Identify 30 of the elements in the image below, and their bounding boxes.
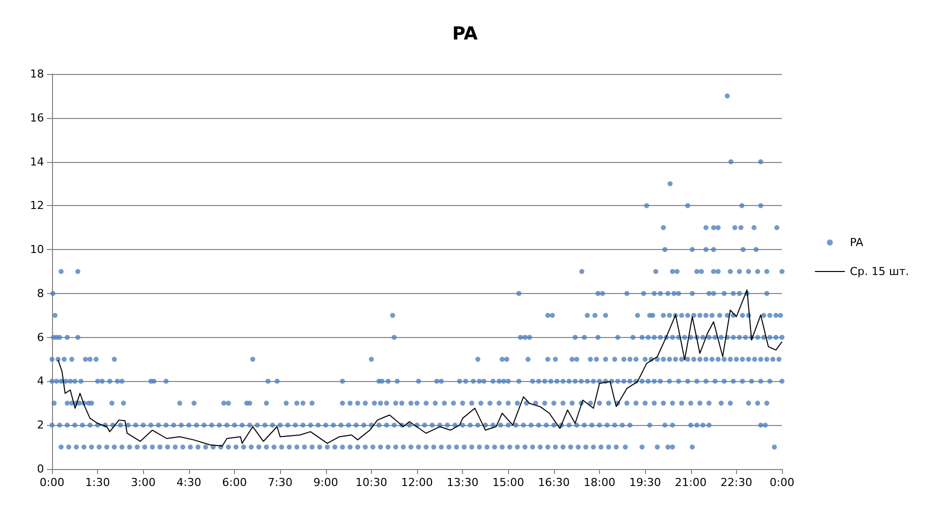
x-tick-label: 3:00 bbox=[130, 476, 156, 489]
x-tick-label: 15:00 bbox=[492, 476, 524, 489]
x-tick-label: 13:30 bbox=[446, 476, 478, 489]
x-tick-label: 4:30 bbox=[176, 476, 202, 489]
legend-label: Ср. 15 шт. bbox=[850, 265, 910, 278]
x-tick-label: 22:30 bbox=[720, 476, 752, 489]
x-tick-label: 10:30 bbox=[356, 476, 388, 489]
y-tick-label: 0 bbox=[37, 462, 44, 476]
x-tick-label: 21:00 bbox=[674, 476, 707, 489]
y-tick-label: 10 bbox=[30, 243, 44, 256]
x-tick-label: 0:00 bbox=[40, 476, 64, 489]
x-tick-label: 18:00 bbox=[584, 476, 616, 489]
y-tick-label: 8 bbox=[37, 286, 44, 300]
x-tick-label: 9:00 bbox=[313, 476, 338, 489]
y-tick-label: 4 bbox=[37, 374, 44, 388]
x-tick-label: 0:00 bbox=[770, 476, 794, 489]
x-tick-label: 1:30 bbox=[85, 476, 110, 489]
legend-label: PA bbox=[850, 236, 864, 249]
x-tick-label: 7:30 bbox=[268, 476, 292, 489]
x-tick-label: 19:30 bbox=[629, 476, 661, 489]
y-tick-label: 6 bbox=[37, 330, 44, 344]
x-tick-label: 6:00 bbox=[222, 476, 247, 489]
y-tick-label: 16 bbox=[30, 111, 44, 124]
y-tick-label: 2 bbox=[37, 418, 44, 432]
y-tick-label: 18 bbox=[30, 68, 44, 80]
y-tick-label: 14 bbox=[30, 155, 44, 168]
chart-title: PA bbox=[452, 24, 478, 44]
y-tick-label: 12 bbox=[30, 199, 44, 212]
x-tick-label: 12:00 bbox=[401, 476, 433, 489]
x-tick-label: 16:30 bbox=[538, 476, 570, 489]
